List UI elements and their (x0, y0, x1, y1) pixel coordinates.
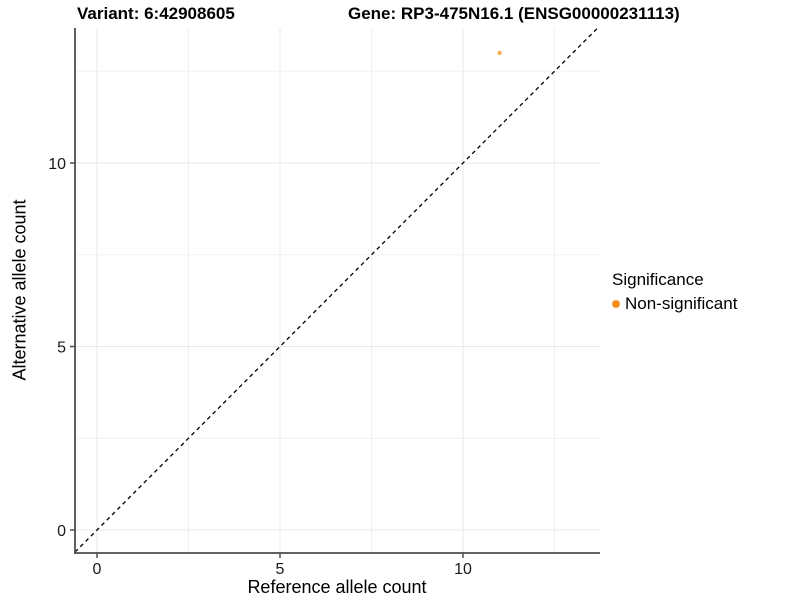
identity-dashed-line (74, 27, 599, 553)
x-tick-label: 0 (93, 561, 102, 578)
y-tick-label: 5 (57, 340, 66, 357)
y-axis-title: Alternative allele count (9, 199, 30, 381)
x-tick-label: 5 (276, 561, 285, 578)
legend-title: Significance (612, 270, 704, 289)
y-tick-label: 0 (57, 523, 66, 540)
legend: Significance Non-significant (612, 270, 737, 314)
plot-title-gene: Gene: RP3-475N16.1 (ENSG00000231113) (348, 4, 680, 23)
x-axis-title: Reference allele count (247, 577, 427, 597)
legend-entry: Non-significant (612, 294, 737, 314)
legend-entry-label: Non-significant (625, 294, 738, 313)
plot-title-variant: Variant: 6:42908605 (77, 4, 235, 23)
legend-point-icon (612, 300, 620, 308)
y-tick-label: 10 (48, 156, 66, 173)
data-point (497, 50, 502, 56)
x-tick-label: 10 (454, 561, 472, 578)
